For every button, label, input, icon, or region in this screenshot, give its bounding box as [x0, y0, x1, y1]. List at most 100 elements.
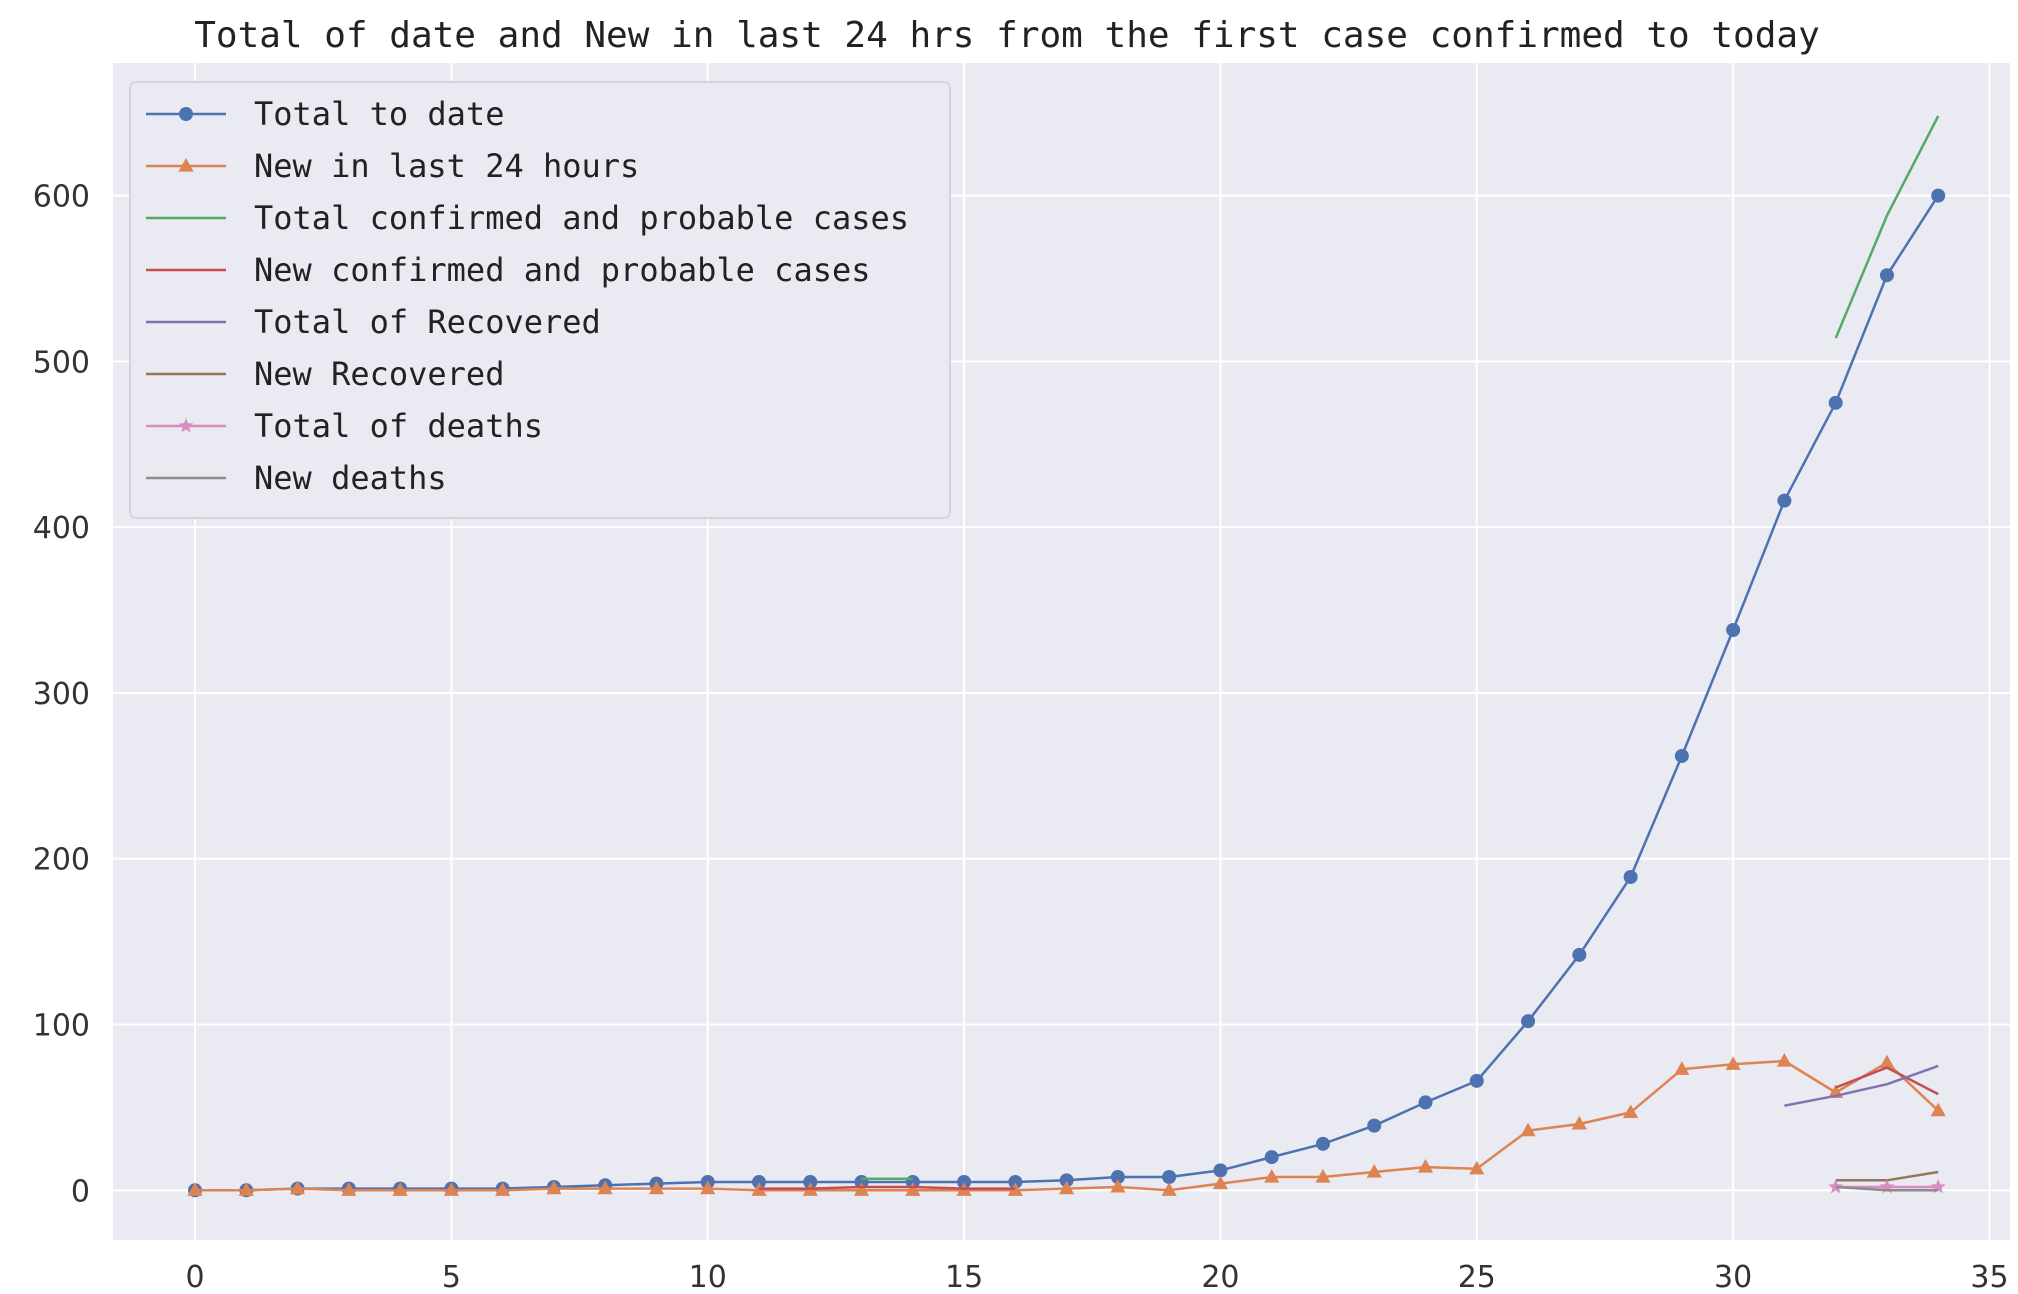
legend-item-new-confirmed-and-probable-cases: New confirmed and probable cases — [146, 251, 871, 289]
data-point — [1264, 1169, 1280, 1183]
y-tick-label: 400 — [33, 511, 90, 546]
data-point — [1674, 748, 1689, 763]
data-point — [1726, 622, 1741, 637]
legend-item-new-in-last-24-hours: New in last 24 hours — [146, 147, 639, 185]
legend-label: Total to date — [254, 95, 504, 133]
y-tick-label: 600 — [33, 180, 90, 215]
data-point — [238, 1182, 254, 1196]
data-point — [392, 1182, 408, 1196]
data-point — [1674, 1061, 1690, 1075]
data-point — [1110, 1178, 1126, 1193]
legend-item-total-of-deaths: Total of deaths — [146, 407, 543, 445]
data-point — [905, 1182, 921, 1196]
data-point — [341, 1182, 357, 1196]
data-point — [1469, 1073, 1484, 1088]
data-point — [1110, 1170, 1125, 1185]
legend-label: Total of Recovered — [254, 303, 601, 341]
data-point — [957, 1174, 972, 1189]
data-point — [187, 1182, 203, 1196]
series-total-confirmed-and-probable-cases — [861, 115, 1940, 1180]
data-point — [1418, 1095, 1433, 1110]
legend-item-new-recovered: New Recovered — [146, 355, 504, 393]
data-point — [1828, 1179, 1844, 1194]
series-total-of-recovered — [1784, 1064, 1939, 1107]
legend-label: New Recovered — [254, 355, 504, 393]
series-new-deaths — [1835, 1185, 1939, 1192]
legend-label: New in last 24 hours — [254, 147, 639, 185]
data-point — [1571, 1115, 1587, 1130]
y-tick-label: 500 — [33, 345, 90, 380]
data-point — [1264, 1150, 1279, 1165]
data-point — [1366, 1164, 1382, 1178]
series-new-confirmed-and-probable-cases — [759, 1066, 1939, 1190]
series-layer — [187, 115, 1946, 1198]
x-tick-label: 10 — [689, 1260, 727, 1294]
legend-label: New deaths — [254, 459, 447, 497]
y-tick-label: 0 — [71, 1174, 90, 1209]
legend-label: Total of deaths — [254, 407, 543, 445]
data-point — [1162, 1170, 1177, 1185]
data-point — [495, 1182, 511, 1196]
data-point — [1315, 1169, 1331, 1183]
x-tick-label: 0 — [185, 1260, 204, 1294]
series-line — [1835, 1185, 1939, 1192]
data-point — [443, 1182, 459, 1196]
data-point — [1469, 1160, 1485, 1175]
tick-labels: 0 5 10 15 20 25 30 35 0 100 200 300 400 500 600 — [33, 180, 2009, 1294]
data-point — [1879, 1179, 1895, 1194]
data-point — [700, 1180, 716, 1195]
data-point — [1931, 188, 1946, 203]
legend-item-total-confirmed-and-probable-cases: Total confirmed and probable cases — [146, 199, 909, 237]
data-point — [1776, 1052, 1793, 1067]
data-point — [1725, 1056, 1741, 1070]
legend-marker — [179, 107, 193, 121]
data-point — [1930, 1102, 1946, 1117]
data-point — [1059, 1173, 1074, 1188]
data-point — [1879, 268, 1894, 283]
data-point — [289, 1180, 306, 1195]
series-line — [759, 1185, 1016, 1190]
data-point — [752, 1174, 767, 1189]
series-line — [1834, 115, 1940, 339]
data-point — [1161, 1182, 1177, 1196]
chart-title: Total of date and New in last 24 hrs fro… — [194, 15, 1820, 56]
data-point — [1572, 947, 1587, 962]
data-point — [1213, 1163, 1228, 1178]
legend-item-new-deaths: New deaths — [146, 459, 447, 497]
data-point — [1212, 1175, 1229, 1190]
data-point — [546, 1180, 562, 1195]
data-point — [1623, 1104, 1639, 1118]
legend-label: Total confirmed and probable cases — [254, 199, 909, 237]
y-tick-label: 200 — [33, 843, 90, 878]
series-total-to-date — [188, 188, 1946, 1198]
legend-item-total-to-date: Total to date — [146, 95, 504, 133]
legend-label: New confirmed and probable cases — [254, 251, 871, 289]
legend-marker — [178, 158, 194, 172]
data-point — [1879, 1054, 1895, 1069]
x-tick-label: 25 — [1458, 1260, 1496, 1294]
data-point — [1828, 395, 1843, 410]
x-tick-label: 35 — [1970, 1260, 2008, 1294]
data-point — [1777, 493, 1792, 508]
data-point — [1367, 1118, 1382, 1133]
x-tick-label: 5 — [442, 1260, 461, 1294]
data-point — [803, 1174, 818, 1189]
data-point — [1930, 1179, 1946, 1194]
data-point — [1623, 869, 1638, 884]
data-point — [597, 1180, 613, 1195]
series-line — [1784, 1064, 1939, 1107]
legend-box — [129, 81, 951, 519]
legend: Total to date New in last 24 hours Total c… — [129, 81, 951, 519]
data-point — [1417, 1159, 1434, 1173]
x-tick-label: 20 — [1201, 1260, 1239, 1294]
legend-item-total-of-recovered: Total of Recovered — [146, 303, 601, 341]
x-tick-label: 15 — [945, 1260, 983, 1294]
data-point — [1315, 1136, 1330, 1151]
data-point — [1520, 1122, 1536, 1137]
data-point — [1059, 1180, 1075, 1195]
series-line — [1835, 1066, 1939, 1096]
legend-marker — [178, 418, 194, 433]
y-tick-label: 100 — [33, 1008, 90, 1043]
